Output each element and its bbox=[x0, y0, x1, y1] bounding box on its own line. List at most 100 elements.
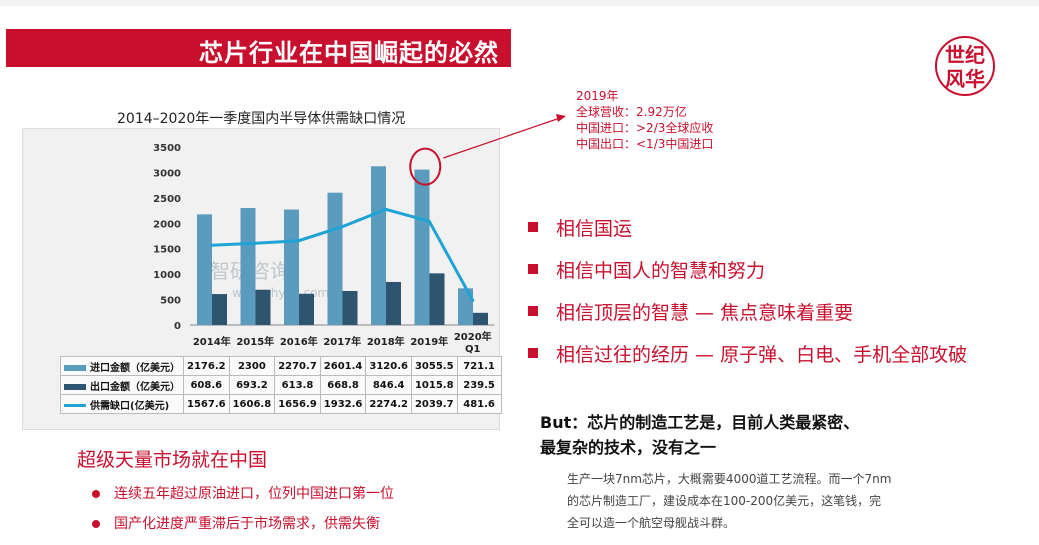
bullet-square-icon bbox=[528, 306, 538, 316]
x-tick-label: 2017年 bbox=[323, 335, 361, 348]
description-line: 生产一块7nm芯片，大概需要4000道工艺流程。而一个7nm bbox=[567, 472, 892, 486]
x-tick-label: Q1 bbox=[465, 344, 481, 355]
data-label: 3120.6 bbox=[365, 356, 412, 376]
y-tick-label: 2500 bbox=[153, 194, 181, 205]
market-point: 国产化进度严重滞后于市场需求，供需失衡 bbox=[92, 513, 380, 533]
bullet-dot-icon bbox=[92, 520, 100, 528]
series-label: 出口金额（亿美元） bbox=[60, 375, 184, 395]
bar-import bbox=[284, 209, 299, 325]
bullet-square-icon bbox=[528, 222, 538, 232]
bar-import bbox=[458, 288, 473, 325]
belief-item: 相信中国人的智慧和努力 bbox=[528, 248, 967, 290]
data-label: 1606.8 bbox=[228, 394, 276, 414]
bar-export bbox=[386, 281, 401, 325]
chart-title: 2014–2020年一季度国内半导体供需缺口情况 bbox=[117, 111, 406, 127]
page-title: 芯片行业在中国崛起的必然 bbox=[199, 39, 499, 67]
logo: 世纪 风华 bbox=[935, 36, 995, 96]
logo-text-top: 世纪 bbox=[945, 43, 985, 67]
data-label: 2039.7 bbox=[410, 394, 458, 414]
highlight-circle bbox=[409, 147, 442, 186]
arrow-head-icon bbox=[556, 114, 566, 122]
y-tick-label: 2000 bbox=[153, 219, 181, 230]
data-label: 2601.4 bbox=[319, 356, 367, 376]
data-label: 2270.7 bbox=[274, 356, 321, 376]
but-statement: But：芯片的制造工艺是，目前人类最紧密、 最复杂的技术，没有之一 bbox=[540, 410, 859, 460]
y-tick-label: 1000 bbox=[153, 270, 181, 281]
belief-text: 相信顶层的智慧 — 焦点意味着重要 bbox=[556, 301, 854, 324]
gap-point bbox=[253, 241, 257, 245]
gap-point bbox=[471, 299, 475, 303]
data-label: 2300 bbox=[228, 356, 276, 376]
data-label: 3055.5 bbox=[410, 356, 458, 376]
table-row: 进口金额（亿美元） 2176.2 2300 2270.7 2601.4 3120.6 305… bbox=[60, 356, 502, 376]
gap-point bbox=[297, 239, 301, 243]
belief-text: 相信国运 bbox=[556, 217, 633, 240]
series-label: 供需缺口(亿美元) bbox=[60, 394, 184, 414]
annotation-line: 2019年 bbox=[576, 89, 619, 103]
market-point-text: 国产化进度严重滞后于市场需求，供需失衡 bbox=[114, 516, 380, 532]
legend-swatch-icon bbox=[64, 383, 86, 390]
bar-import bbox=[197, 214, 212, 325]
x-tick-label: 2016年 bbox=[280, 335, 318, 348]
description-line: 的芯片制造工厂，建设成本在100-200亿美元，这笔钱，完 bbox=[567, 494, 882, 508]
bar-export bbox=[342, 290, 358, 325]
description-line: 全可以造一个航空母舰战斗群。 bbox=[567, 516, 736, 530]
data-label: 846.4 bbox=[365, 375, 412, 395]
series-label: 进口金额（亿美元） bbox=[60, 356, 184, 376]
bar-import bbox=[327, 192, 343, 325]
x-tick-label: 2019年 bbox=[410, 335, 448, 348]
table-row: 供需缺口(亿美元) 1567.6 1606.8 1656.9 1932.6 2274.2 2… bbox=[60, 394, 502, 414]
bar-import bbox=[371, 166, 386, 325]
x-tick-label: 2015年 bbox=[236, 335, 274, 348]
y-tick-label: 1500 bbox=[153, 245, 181, 256]
gap-point bbox=[384, 207, 388, 211]
legend-swatch-icon bbox=[64, 364, 86, 371]
bullet-square-icon bbox=[528, 348, 538, 358]
data-label: 721.1 bbox=[456, 356, 502, 376]
series-name: 供需缺口(亿美元) bbox=[90, 400, 170, 412]
data-label: 2176.2 bbox=[183, 356, 230, 376]
logo-text-bottom: 风华 bbox=[945, 67, 985, 91]
top-strip bbox=[0, 0, 1039, 6]
data-label: 1567.6 bbox=[183, 394, 230, 414]
bullet-dot-icon bbox=[92, 490, 100, 498]
data-table: 进口金额（亿美元） 2176.2 2300 2270.7 2601.4 3120.6 305… bbox=[60, 356, 502, 414]
but-line: But：芯片的制造工艺是，目前人类最紧密、 bbox=[540, 413, 860, 432]
annotation-line: 中国进口：>2/3全球应收 bbox=[576, 121, 714, 135]
belief-item: 相信过往的经历 — 原子弹、白电、手机全部攻破 bbox=[528, 332, 967, 374]
market-point-text: 连续五年超过原油进口，位列中国进口第一位 bbox=[114, 486, 394, 502]
belief-item: 相信国运 bbox=[528, 206, 967, 248]
data-label: 1015.8 bbox=[410, 375, 458, 395]
belief-text: 相信中国人的智慧和努力 bbox=[556, 259, 766, 282]
title-banner: 芯片行业在中国崛起的必然 bbox=[6, 29, 511, 67]
table-row: 出口金额（亿美元） 608.6 693.2 613.8 668.8 846.4 1015.8… bbox=[60, 375, 502, 395]
bar-export bbox=[299, 293, 314, 325]
data-label: 608.6 bbox=[183, 375, 230, 395]
x-tick-label: 2020年 bbox=[454, 330, 492, 343]
description: 生产一块7nm芯片，大概需要4000道工艺流程。而一个7nm 的芯片制造工厂，建… bbox=[567, 468, 891, 534]
legend-swatch-icon bbox=[64, 404, 86, 407]
y-tick-label: 0 bbox=[174, 321, 181, 332]
annotation-line: 全球营收：2.92万亿 bbox=[576, 105, 687, 119]
data-label: 693.2 bbox=[228, 375, 276, 395]
data-label: 1656.9 bbox=[274, 394, 321, 414]
y-tick-label: 500 bbox=[160, 296, 181, 307]
bar-export bbox=[473, 312, 488, 325]
annotation-2019: 2019年 全球营收：2.92万亿 中国进口：>2/3全球应收 中国出口：<1/… bbox=[576, 88, 713, 152]
data-label: 239.5 bbox=[456, 375, 502, 395]
bar-export bbox=[429, 273, 445, 325]
data-label: 2274.2 bbox=[365, 394, 412, 414]
belief-item: 相信顶层的智慧 — 焦点意味着重要 bbox=[528, 290, 967, 332]
data-label: 668.8 bbox=[319, 375, 367, 395]
bar-import bbox=[240, 208, 256, 325]
bar-export bbox=[212, 294, 227, 325]
y-tick-label: 3500 bbox=[153, 143, 181, 154]
gap-point bbox=[210, 243, 214, 247]
annotation-line: 中国出口：<1/3中国进口 bbox=[576, 137, 714, 151]
y-tick-label: 3000 bbox=[153, 168, 181, 179]
belief-list: 相信国运 相信中国人的智慧和努力 相信顶层的智慧 — 焦点意味着重要 相信过往的… bbox=[528, 206, 967, 374]
x-tick-label: 2018年 bbox=[367, 335, 405, 348]
gap-point bbox=[427, 219, 431, 223]
x-tick-label: 2014年 bbox=[193, 335, 231, 348]
